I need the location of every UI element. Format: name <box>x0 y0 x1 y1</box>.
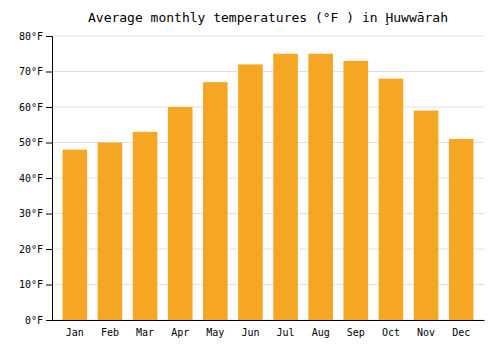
y-tick-label: 20°F <box>19 244 43 255</box>
y-tick-label: 10°F <box>19 279 43 290</box>
x-tick: Nov <box>417 327 435 338</box>
x-tick: Oct <box>382 327 400 338</box>
x-tick: Sep <box>347 327 365 338</box>
y-tick: 10°F <box>19 279 52 290</box>
y-tick-label: 0°F <box>25 315 43 326</box>
chart: 0°F 10°F 20°F 30°F 40°F 50°F 60°F 70°F 80°F Jan Fe… <box>0 0 500 350</box>
x-tick-label: Sep <box>347 327 365 338</box>
y-tick-mark <box>46 72 52 73</box>
y-tick-mark <box>46 285 52 286</box>
y-axis-line <box>46 37 53 321</box>
bar <box>308 54 333 320</box>
y-tick-mark <box>46 143 52 144</box>
grid-line <box>52 107 484 108</box>
bar <box>273 54 298 320</box>
bar <box>344 61 369 320</box>
bar <box>414 111 439 320</box>
y-tick-label: 40°F <box>19 173 43 184</box>
x-axis-line <box>53 320 485 321</box>
x-tick-label: Oct <box>382 327 400 338</box>
y-tick: 40°F <box>19 173 52 184</box>
x-axis: Jan Feb Mar Apr May Jun Jul Aug Sep Oct Nov Dec <box>53 321 485 339</box>
y-tick: 0°F <box>25 315 52 326</box>
y-tick-label: 50°F <box>19 137 43 148</box>
x-tick-label: Jul <box>277 327 295 338</box>
x-tick: Mar <box>136 327 154 338</box>
bar <box>98 143 123 321</box>
y-tick: 70°F <box>19 66 52 77</box>
grid-line <box>52 71 484 72</box>
y-tick-mark <box>46 320 52 321</box>
y-tick: 80°F <box>19 31 52 42</box>
x-tick: Dec <box>452 327 470 338</box>
y-tick-mark <box>46 107 52 108</box>
x-tick: Jun <box>241 327 259 338</box>
x-tick-label: Jan <box>66 327 84 338</box>
bar <box>203 82 228 320</box>
plot: 0°F 10°F 20°F 30°F 40°F 50°F 60°F 70°F 80°F Jan Fe… <box>19 31 485 338</box>
x-tick: Aug <box>312 327 330 338</box>
x-tick-label: Feb <box>101 327 119 338</box>
y-tick: 30°F <box>19 208 52 219</box>
grid <box>52 36 484 320</box>
y-tick: 20°F <box>19 244 52 255</box>
x-tick: Jul <box>277 327 295 338</box>
y-tick-label: 60°F <box>19 102 43 113</box>
y-tick: 50°F <box>19 137 52 148</box>
x-tick-label: Jun <box>241 327 259 338</box>
y-axis: 0°F 10°F 20°F 30°F 40°F 50°F 60°F 70°F 80°F <box>19 31 53 326</box>
bars <box>63 54 474 320</box>
y-tick-label: 70°F <box>19 66 43 77</box>
bar <box>168 107 193 320</box>
x-tick-label: Dec <box>452 327 470 338</box>
x-tick: Jan <box>66 327 84 338</box>
x-tick: Feb <box>101 327 119 338</box>
x-tick-label: Aug <box>312 327 330 338</box>
y-tick-label: 80°F <box>19 31 43 42</box>
x-tick: Apr <box>171 327 189 338</box>
y-tick-mark <box>46 178 52 179</box>
x-tick-label: May <box>206 327 224 338</box>
y-tick-label: 30°F <box>19 208 43 219</box>
grid-line <box>52 36 484 37</box>
bar <box>133 132 158 320</box>
bar <box>379 79 404 320</box>
bar <box>238 64 263 320</box>
x-tick: May <box>206 327 224 338</box>
y-tick-mark <box>46 214 52 215</box>
bar <box>449 139 474 320</box>
x-tick-label: Apr <box>171 327 189 338</box>
y-tick: 60°F <box>19 102 52 113</box>
bar <box>63 150 88 320</box>
x-tick-label: Mar <box>136 327 154 338</box>
title: Average monthly temperatures (°F ) in Ḩu… <box>88 10 448 25</box>
x-tick-label: Nov <box>417 327 435 338</box>
y-tick-mark <box>46 36 52 37</box>
y-tick-mark <box>46 249 52 250</box>
